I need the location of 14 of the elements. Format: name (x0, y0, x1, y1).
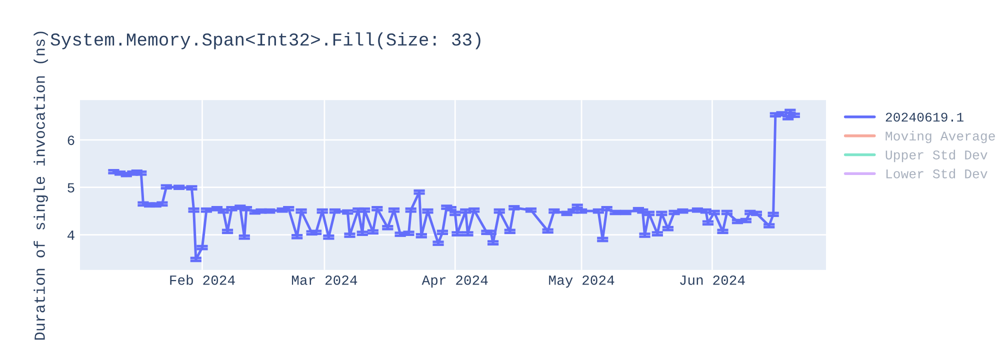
x-tick-label: Apr 2024 (422, 275, 488, 288)
x-tick-label: Mar 2024 (292, 275, 358, 285)
x-tick-label: Jun 2024 (680, 275, 745, 285)
legend-label: 20240619.1 (886, 112, 964, 122)
y-tick-label: 6 (68, 136, 74, 146)
x-tick-label: Feb 2024 (170, 274, 235, 285)
y-axis-title: Duration of single invocation (ns) (34, 32, 48, 340)
chart-title: System.Memory.Span<Int32>.Fill(Size: 33) (50, 32, 480, 50)
legend-label: Lower Std Dev (886, 168, 988, 178)
legend-label: Upper Std Dev (886, 150, 988, 162)
y-tick-label: 5 (68, 183, 74, 193)
x-tick-label: May 2024 (549, 275, 614, 288)
y-tick-label: 4 (68, 230, 74, 240)
legend-label: Moving Average (886, 130, 995, 144)
